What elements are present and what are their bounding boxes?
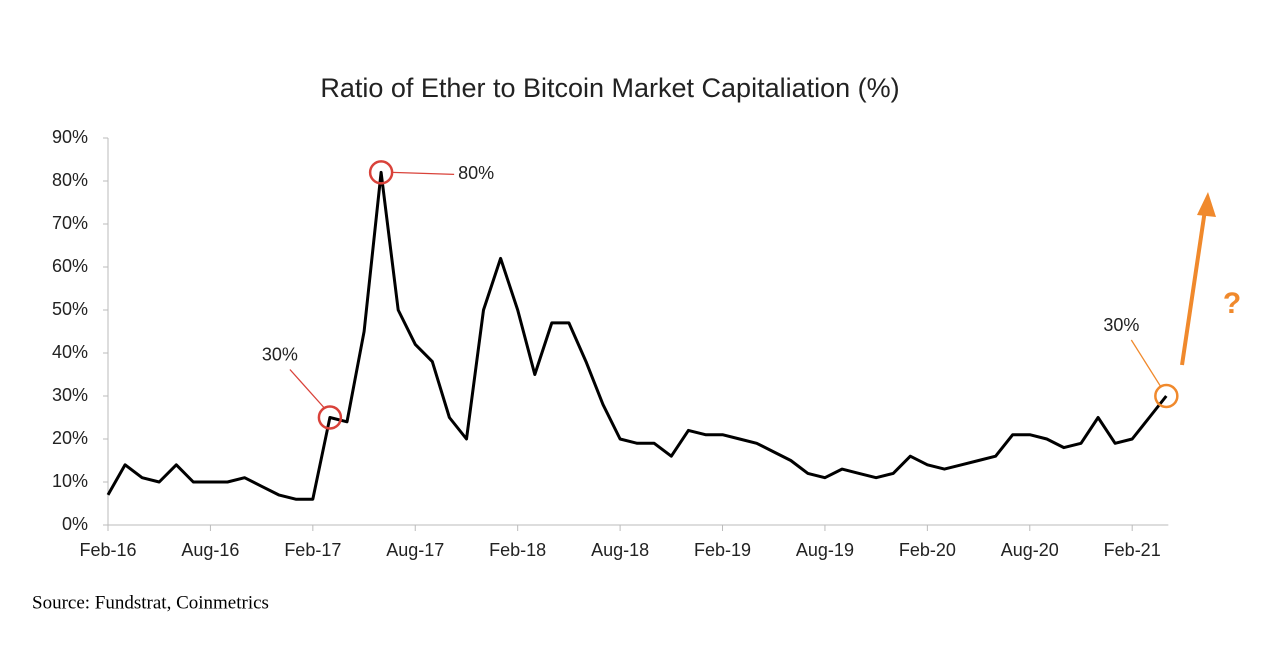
- leader-line: [392, 171, 455, 176]
- x-tick-label: Feb-17: [284, 540, 341, 560]
- x-tick-label: Aug-19: [796, 540, 854, 560]
- x-tick-label: Aug-16: [181, 540, 239, 560]
- y-tick-label: 70%: [52, 213, 88, 233]
- y-tick-label: 80%: [52, 170, 88, 190]
- leader-line: [1130, 339, 1161, 387]
- x-tick-label: Aug-17: [386, 540, 444, 560]
- arrow-shaft: [1180, 209, 1207, 366]
- y-tick-label: 90%: [52, 127, 88, 147]
- y-tick-label: 40%: [52, 342, 88, 362]
- chart-title: Ratio of Ether to Bitcoin Market Capital…: [320, 73, 899, 103]
- x-tick-label: Feb-21: [1104, 540, 1161, 560]
- arrow-head: [1197, 192, 1216, 217]
- y-tick-label: 60%: [52, 256, 88, 276]
- x-tick-label: Feb-16: [79, 540, 136, 560]
- y-tick-label: 10%: [52, 471, 88, 491]
- x-tick-label: Feb-19: [694, 540, 751, 560]
- x-tick-label: Feb-18: [489, 540, 546, 560]
- x-tick-label: Feb-20: [899, 540, 956, 560]
- data-line: [106, 170, 1168, 501]
- y-tick-label: 50%: [52, 299, 88, 319]
- highlight-circle: [1154, 383, 1179, 409]
- annotation-label: 30%: [262, 344, 298, 364]
- y-tick-label: 0%: [62, 514, 88, 534]
- annotation-label: 80%: [458, 163, 494, 183]
- highlight-circle: [317, 405, 343, 430]
- source: Source: Fundstrat, Coinmetrics: [32, 592, 269, 613]
- y-tick-label: 20%: [52, 428, 88, 448]
- y-tick-label: 30%: [52, 385, 88, 405]
- x-tick-label: Aug-18: [591, 540, 649, 560]
- annotation-label: 30%: [1103, 315, 1139, 335]
- x-tick-label: Aug-20: [1001, 540, 1059, 560]
- leader-line: [289, 369, 325, 408]
- question-mark: ?: [1223, 287, 1241, 320]
